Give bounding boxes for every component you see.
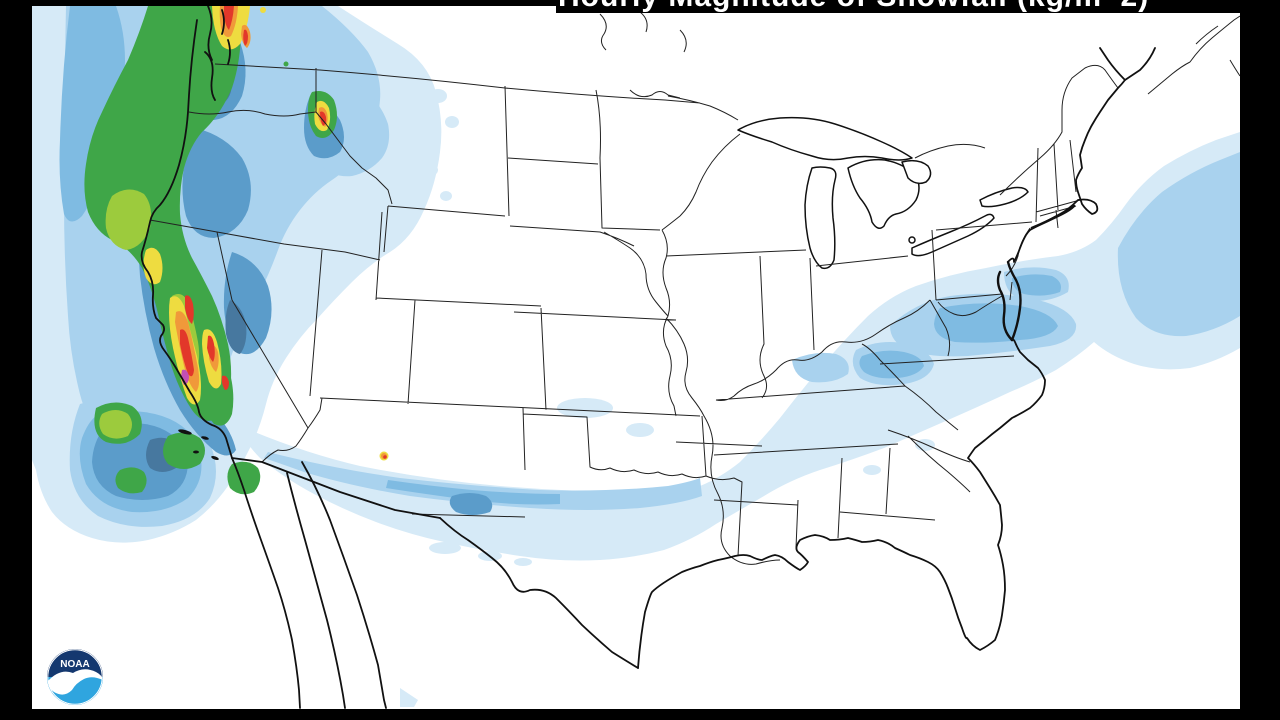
great-lakes — [737, 116, 1029, 270]
coastline — [140, 6, 1156, 709]
product-title: Hourly Magnitude of Snowfall (kg/m^2) — [558, 0, 1149, 13]
title-bar: Hourly Magnitude of Snowfall (kg/m^2) — [556, 0, 1240, 13]
map-canvas — [32, 6, 1240, 709]
lake-michigan — [804, 166, 837, 270]
lake-superior — [737, 116, 913, 161]
letterbox-left — [0, 0, 32, 720]
lake-ontario — [979, 186, 1029, 208]
lake-huron — [847, 158, 920, 229]
letterbox-bottom — [0, 709, 1280, 720]
precip-red-layer — [180, 6, 387, 459]
channel-islands — [178, 429, 219, 461]
noaa-logo-text: NOAA — [60, 659, 89, 670]
letterbox-right — [1240, 0, 1280, 720]
noaa-gull-icon — [48, 669, 103, 695]
lake-erie — [911, 213, 995, 257]
georgian-bay — [901, 159, 932, 185]
conus-precip-map — [32, 6, 1240, 709]
noaa-logo: NOAA — [47, 649, 103, 705]
lake-st-clair — [908, 236, 916, 244]
state-borders — [149, 9, 1240, 565]
